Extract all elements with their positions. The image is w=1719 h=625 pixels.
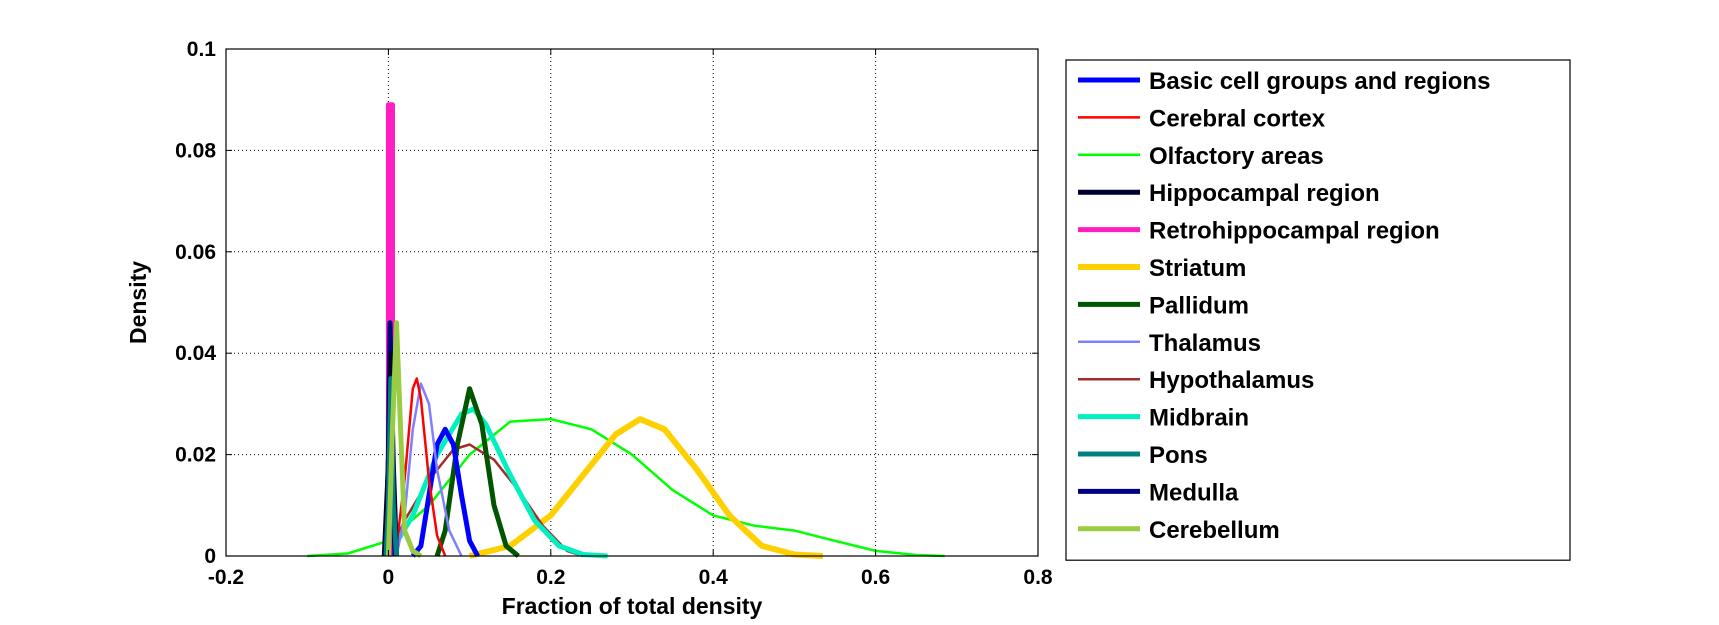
legend-entry-label: Olfactory areas [1149,143,1324,170]
x-tick-label: 0.2 [536,566,565,589]
series-line-olfactory-areas [307,417,945,558]
series-line-basic-cell-groups-and-regions [410,426,480,558]
series-line-thalamus [395,382,463,557]
legend-box [1065,59,1571,561]
legend: Basic cell groups and regions Cerebral co… [1065,59,1571,561]
x-tick-label: -0.2 [208,566,244,589]
plot-frame [225,48,1039,557]
x-axis: -0.2 0 0.2 0.4 0.6 0.8 [208,49,1053,589]
y-tick-label: 0.04 [175,342,216,365]
legend-entry-label: Midbrain [1149,405,1249,432]
x-tick-label: 0.8 [1023,566,1053,589]
x-tick-label: 0 [383,566,395,589]
y-tick-label: 0.1 [187,38,217,61]
plot-area [225,48,1039,559]
legend-entry-label: Basic cell groups and regions [1149,68,1490,95]
y-tick-label: 0.06 [175,241,216,264]
series-line-cerebellum [385,320,423,559]
legend-entry-label: Hypothalamus [1149,367,1314,394]
legend-entry-label: Thalamus [1149,330,1261,357]
legend-entry-label: Medulla [1149,479,1239,506]
plot-background [226,49,1038,556]
y-tick-label: 0.02 [175,444,216,467]
x-tick-label: 0.6 [861,566,890,589]
legend-entry-label: Cerebellum [1149,517,1280,544]
series-line-cerebral-cortex [387,377,447,557]
y-tick-label: 0.08 [175,139,216,162]
legend-entry-label: Hippocampal region [1149,180,1380,207]
series-line-striatum [468,416,823,559]
y-axis: 0 0.02 0.04 0.06 0.08 0.1 [175,38,1038,568]
legend-entry-label: Cerebral cortex [1149,105,1326,132]
y-tick-label: 0 [204,545,216,568]
legend-entry-label: Pallidum [1149,292,1249,319]
legend-entry-label: Pons [1149,442,1208,469]
legend-entry-label: Retrohippocampal region [1149,218,1440,245]
y-axis-label: Density [125,261,151,344]
x-tick-label: 0.4 [699,566,729,589]
legend-entry-label: Striatum [1149,255,1246,282]
x-axis-label: Fraction of total density [502,593,763,619]
